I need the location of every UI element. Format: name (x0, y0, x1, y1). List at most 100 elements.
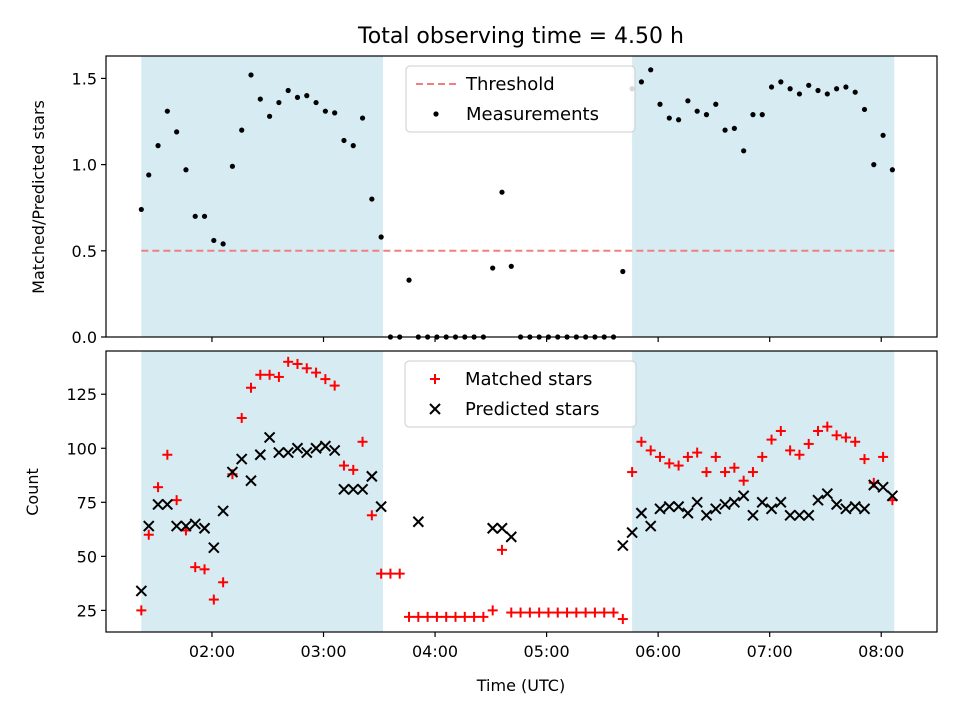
legend-entry-label: Predicted stars (465, 399, 599, 420)
matched-star-point (264, 369, 275, 380)
plot-frame (105, 350, 938, 633)
measurement-point (462, 334, 468, 340)
measurement-point (880, 132, 886, 138)
matched-star-point (301, 363, 312, 374)
measurement-point (425, 334, 431, 340)
matched-star-point (273, 371, 284, 382)
measurement-point (741, 148, 747, 154)
matched-star-point (803, 438, 814, 449)
matched-star-point (376, 568, 387, 579)
measurement-point (610, 334, 617, 340)
y-tick-label: 1.0 (72, 156, 97, 175)
measurement-point (657, 101, 663, 107)
x-tick-label: 07:00 (747, 642, 793, 661)
predicted-star-point (254, 449, 267, 461)
chart-title: Total observing time = 4.50 h (357, 24, 684, 49)
measurement-point (304, 93, 310, 99)
legend-entry-label: Measurements (466, 104, 599, 125)
matched-star-point (236, 413, 247, 424)
predicted-star-point (347, 483, 359, 496)
predicted-star-point (672, 500, 685, 513)
measurement-point (229, 163, 236, 169)
measurement-point (471, 334, 477, 340)
predicted-star-point (161, 498, 174, 511)
matched-star-point (171, 495, 182, 506)
matched-star-point (627, 467, 638, 478)
matched-star-point (143, 529, 154, 540)
predicted-star-point (301, 446, 313, 459)
matched-star-point (813, 425, 824, 436)
matched-star-point (208, 594, 219, 605)
predicted-star-point (700, 509, 713, 521)
measurement-point (220, 241, 226, 247)
measurement-point (592, 334, 598, 340)
predicted-star-point (170, 520, 183, 532)
matched-star-point (292, 358, 303, 369)
predicted-star-point (189, 518, 201, 530)
measurement-point (815, 87, 821, 94)
predicted-star-point (226, 466, 239, 478)
measurement-point (713, 101, 719, 107)
predicted-star-point (208, 541, 220, 554)
measurement-point (889, 167, 895, 173)
matched-star-point (617, 614, 628, 625)
predicted-star-point (728, 496, 741, 509)
legend-box (405, 65, 636, 133)
matched-star-point (878, 451, 889, 462)
predicted-star-point (719, 498, 731, 511)
matched-star-point (283, 356, 294, 367)
y-tick-label: 0.5 (72, 242, 97, 261)
y-tick-label: 1.5 (72, 69, 97, 88)
matched-star-point (673, 460, 684, 471)
matched-star-point (766, 434, 777, 445)
measurement-point (620, 268, 626, 275)
predicted-star-point (245, 474, 257, 487)
matched-star-point (794, 449, 805, 460)
matched-star-point (469, 611, 480, 622)
matched-star-point (311, 367, 322, 378)
bottom-panel: 25 50 75 100 125 02:00 03:00 04:00 05:00 06:00 07:… (66, 350, 938, 661)
predicted-star-point (319, 440, 332, 452)
measurement-point (164, 108, 170, 114)
top-y-axis-label: Matched/Predicted stars (29, 100, 48, 294)
top-panel: 0.0 0.5 1.0 1.5 Threshold Measurements (72, 55, 938, 347)
measurement-point (536, 334, 542, 340)
matched-star-point (441, 611, 452, 622)
measurement-point (239, 127, 245, 133)
x-tick-label: 02:00 (189, 642, 235, 661)
measurement-point (138, 206, 144, 213)
measurement-point (573, 334, 579, 340)
predicted-star-point (849, 500, 861, 513)
matched-star-point (710, 451, 721, 462)
predicted-star-point (198, 522, 211, 534)
matched-star-point (655, 451, 665, 462)
measurement-point (824, 91, 830, 97)
measurement-point (332, 110, 338, 116)
measurement-point (564, 334, 570, 340)
measurement-point (648, 67, 654, 73)
matched-star-point (450, 611, 461, 622)
matched-star-point (357, 436, 368, 447)
measurement-point (601, 334, 607, 340)
x-tick-label: 04:00 (412, 642, 458, 661)
matched-star-point (246, 382, 257, 393)
predicted-star-point (710, 503, 722, 515)
matched-star-point (478, 611, 489, 622)
matched-star-point (701, 467, 712, 478)
measurement-point (266, 113, 273, 119)
predicted-star-point (356, 483, 369, 496)
measurement-point (834, 86, 840, 92)
measurement-point (192, 213, 198, 219)
measurement-point (731, 125, 737, 132)
matched-star-point (580, 607, 591, 618)
matched-star-point (850, 436, 861, 447)
matched-star-point (682, 451, 693, 462)
predicted-star-point (868, 479, 880, 491)
measurement-point (201, 213, 208, 219)
legend: Threshold Measurements (405, 65, 636, 133)
measurement-point (434, 334, 440, 340)
measurement-point (499, 189, 505, 195)
measurement-point (555, 334, 561, 340)
measurement-point (787, 86, 793, 92)
predicted-star-point (135, 585, 148, 597)
